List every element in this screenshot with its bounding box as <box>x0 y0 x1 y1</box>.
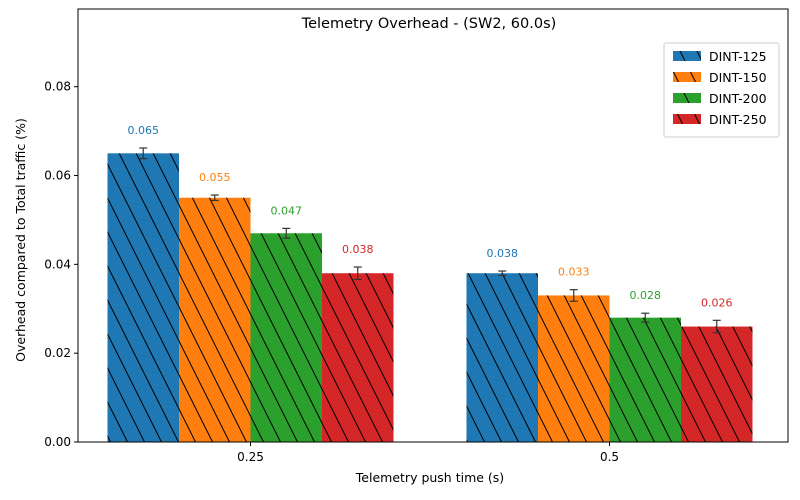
legend-swatch-hatch <box>673 93 701 103</box>
legend-box <box>663 42 780 138</box>
y-axis-label: Overhead compared to Total traffic (%) <box>13 118 28 362</box>
data-label: 0.065 <box>128 124 160 137</box>
data-label: 0.033 <box>558 266 590 279</box>
legend-label: DINT-200 <box>709 91 767 106</box>
legend: DINT-125 DINT-150 DINT-200 DINT-250 <box>663 42 780 138</box>
bar-hatch <box>681 326 753 442</box>
chart-title: Telemetry Overhead - (SW2, 60.0s) <box>301 16 557 32</box>
y-tick-label: 0.02 <box>44 346 71 360</box>
bar-hatch <box>538 295 610 442</box>
legend-swatch-hatch <box>673 114 701 124</box>
legend-swatch-hatch <box>673 51 701 61</box>
data-label: 0.028 <box>630 289 662 302</box>
bar-hatch <box>322 273 394 442</box>
y-tick-label: 0.06 <box>44 169 71 183</box>
plot-area: 0.065 0.055 0.047 0.038 0.038 0.033 0.028 0.026 <box>107 124 753 443</box>
bar-hatch <box>179 197 251 442</box>
data-label: 0.038 <box>342 243 374 256</box>
plot-frame <box>77 8 789 443</box>
x-tick-label: 0.5 <box>600 450 619 464</box>
legend-swatch-hatch <box>673 72 701 82</box>
y-tick-label: 0.00 <box>44 435 71 449</box>
x-tick-label: 0.25 <box>237 450 264 464</box>
x-axis: 0.25 0.5 <box>237 442 619 464</box>
legend-label: DINT-125 <box>709 49 767 64</box>
x-axis-label: Telemetry push time (s) <box>355 470 504 485</box>
data-label: 0.038 <box>487 247 519 260</box>
legend-label: DINT-250 <box>709 112 767 127</box>
data-label: 0.047 <box>271 204 303 217</box>
y-axis: 0.00 0.02 0.04 0.06 0.08 <box>44 80 78 449</box>
data-label: 0.055 <box>199 171 231 184</box>
bar-hatch <box>466 273 538 442</box>
legend-label: DINT-150 <box>709 70 767 85</box>
y-tick-label: 0.04 <box>44 257 71 271</box>
bar-hatch <box>609 317 681 442</box>
bar-hatch <box>250 233 322 442</box>
y-tick-label: 0.08 <box>44 80 71 94</box>
data-label: 0.026 <box>701 296 733 309</box>
bar-hatch <box>107 153 179 443</box>
